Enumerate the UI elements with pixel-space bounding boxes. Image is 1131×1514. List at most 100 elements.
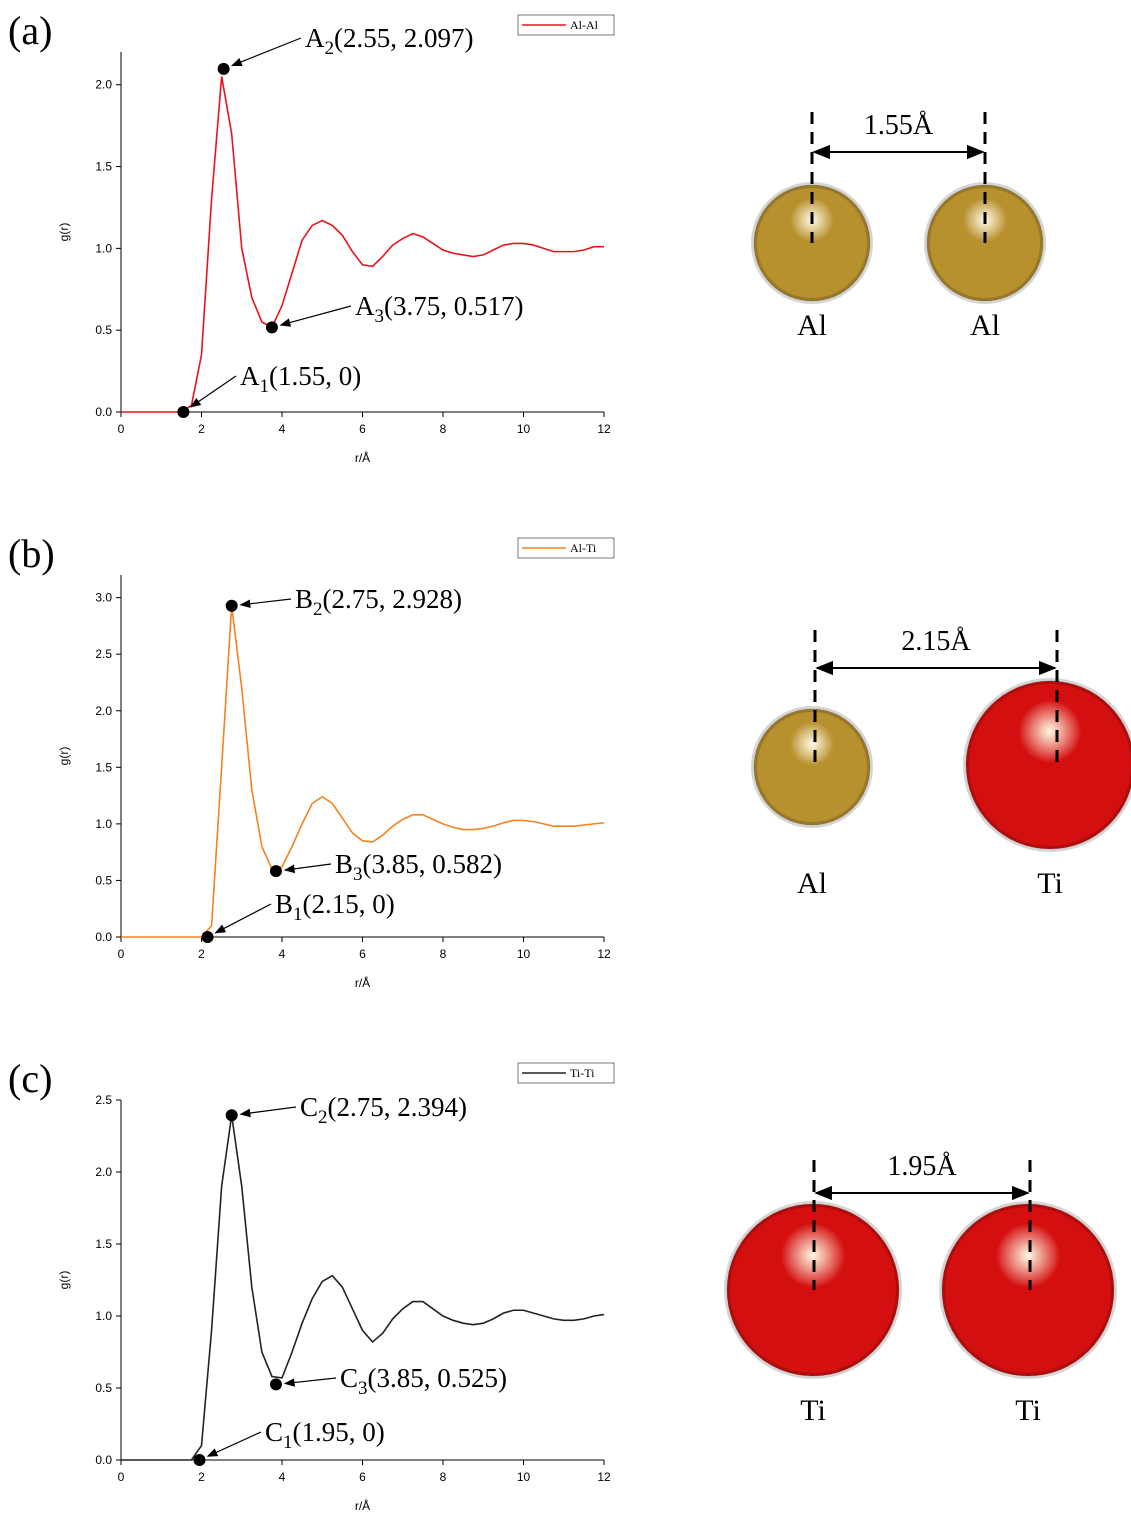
annotation-arrow [285,864,331,870]
x-tick-label: 2 [198,422,205,436]
y-tick-label: 0.5 [95,1381,112,1395]
annotation-point [226,1109,238,1121]
annotation-subscript: 1 [293,904,303,925]
annotation-label: C2(2.75, 2.394) [300,1092,467,1128]
y-tick-label: 2.0 [95,704,112,718]
y-tick-label: 3.0 [95,591,112,605]
x-tick-label: 10 [517,1470,531,1484]
annotation-letter: B [335,849,353,879]
annotation-label: B1(2.15, 0) [275,889,395,925]
atom-label: Al [797,309,827,342]
y-tick-label: 1.0 [95,241,112,255]
annotation-subscript: 3 [358,1378,368,1399]
x-tick-label: 2 [198,1470,205,1484]
annotation-text: (1.55, 0) [269,361,361,391]
x-tick-label: 6 [359,422,366,436]
y-tick-label: 2.0 [95,1165,112,1179]
annotation-arrow [241,599,291,605]
atom-label: Ti [1015,1394,1041,1427]
annotation-label: C1(1.95, 0) [265,1417,385,1453]
x-tick-label: 4 [279,947,286,961]
panel-label: (c) [8,1056,52,1101]
panel-label: (b) [8,531,55,576]
series-line [121,1115,604,1460]
annotation-label: A2(2.55, 2.097) [305,23,473,59]
annotation-text: (3.85, 0.525) [368,1363,507,1393]
annotation-letter: A [240,361,260,391]
annotation-text: (2.55, 2.097) [334,23,473,53]
annotation-point [202,931,214,943]
atom-label: Ti [800,1394,826,1427]
annotation-subscript: 2 [313,599,323,620]
annotation-label: C3(3.85, 0.525) [340,1363,507,1399]
distance-label: 1.95Å [887,1151,957,1182]
y-axis-label: g(r) [57,747,71,766]
y-tick-label: 1.5 [95,160,112,174]
annotation-point [177,406,189,418]
annotation-arrow [208,1432,261,1456]
x-tick-label: 4 [279,1470,286,1484]
legend-label: Al-Al [570,18,599,32]
x-tick-label: 12 [597,947,611,961]
annotation-text: (3.75, 0.517) [384,291,523,321]
y-tick-label: 1.5 [95,760,112,774]
annotation-arrow [281,306,351,325]
annotation-subscript: 2 [318,1107,328,1128]
annotation-point [218,63,230,75]
annotation-letter: C [265,1417,283,1447]
y-tick-label: 1.0 [95,1309,112,1323]
annotation-text: (3.85, 0.582) [363,849,502,879]
annotation-letter: C [300,1092,318,1122]
annotation-arrow [191,376,236,407]
x-tick-label: 4 [279,422,286,436]
annotation-text: (1.95, 0) [293,1417,385,1447]
distance-label: 1.55Å [864,110,934,141]
annotation-arrow [232,38,301,66]
y-tick-label: 0.5 [95,323,112,337]
x-tick-label: 10 [517,947,531,961]
distance-label: 2.15Å [901,626,971,657]
annotation-letter: B [275,889,293,919]
annotation-label: A1(1.55, 0) [240,361,361,397]
x-axis-label: r/Å [355,450,370,465]
x-tick-label: 8 [440,422,447,436]
annotation-letter: A [355,291,375,321]
atom-label: Al [970,309,1000,342]
y-tick-label: 2.5 [95,1093,112,1107]
y-tick-label: 0.5 [95,873,112,887]
x-tick-label: 0 [118,422,125,436]
annotation-subscript: 2 [325,38,335,59]
y-tick-label: 0.0 [95,1453,112,1467]
x-tick-label: 8 [440,1470,447,1484]
y-tick-label: 1.0 [95,817,112,831]
x-tick-label: 0 [118,947,125,961]
annotation-letter: A [305,23,325,53]
annotation-point [226,600,238,612]
y-axis-label: g(r) [57,223,71,242]
annotation-subscript: 1 [283,1432,293,1453]
annotation-label: B2(2.75, 2.928) [295,584,462,620]
y-axis-label: g(r) [57,1271,71,1290]
annotation-arrow [285,1378,336,1384]
series-line [121,606,604,937]
panel-label: (a) [8,8,52,53]
x-axis-label: r/Å [355,1498,370,1513]
annotation-subscript: 3 [375,306,385,327]
annotation-arrow [241,1107,296,1114]
x-tick-label: 0 [118,1470,125,1484]
figure: (a)0.00.51.01.52.0024681012r/Åg(r)Al-AlA… [0,0,1131,1514]
annotation-point [193,1454,205,1466]
annotation-letter: B [295,584,313,614]
y-tick-label: 0.0 [95,405,112,419]
x-tick-label: 8 [440,947,447,961]
x-tick-label: 12 [597,422,611,436]
atom-label: Ti [1037,867,1063,900]
x-tick-label: 12 [597,1470,611,1484]
atom-label: Al [797,867,827,900]
legend-label: Ti-Ti [570,1066,595,1080]
x-axis-label: r/Å [355,975,370,990]
y-tick-label: 2.0 [95,78,112,92]
y-tick-label: 2.5 [95,647,112,661]
annotation-point [266,321,278,333]
legend-label: Al-Ti [570,541,597,555]
